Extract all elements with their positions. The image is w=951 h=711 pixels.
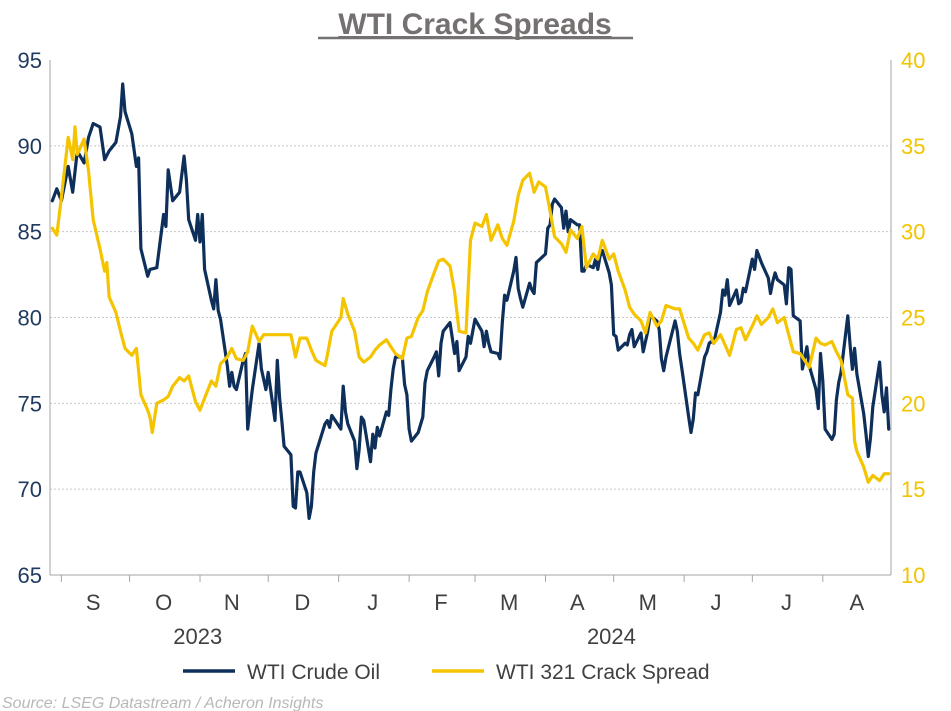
y-right-tick-label: 15 [901, 477, 925, 502]
x-year-label: 2024 [587, 624, 636, 649]
wti-crude-oil-line [50, 82, 891, 520]
series-lines [50, 82, 891, 520]
x-month-label: J [367, 590, 378, 615]
chart-title: WTI Crack Spreads [338, 8, 611, 41]
source-note: Source: LSEG Datastream / Acheron Insigh… [2, 695, 323, 711]
y-right-tick-label: 20 [901, 391, 925, 416]
x-month-label: J [781, 590, 792, 615]
x-month-label: M [639, 590, 657, 615]
x-month-label: D [294, 590, 310, 615]
y-right-tick-label: 10 [901, 563, 925, 588]
x-month-label: F [434, 590, 447, 615]
wti-321-crack-spread-line [50, 125, 891, 484]
x-month-label: O [155, 590, 172, 615]
x-month-label: S [86, 590, 101, 615]
y-left-tick-label: 75 [18, 391, 42, 416]
legend-label-wti-321-crack-spread: WTI 321 Crack Spread [496, 661, 710, 684]
x-year-label: 2023 [173, 624, 222, 649]
x-month-label: N [224, 590, 240, 615]
y-right-tick-label: 35 [901, 134, 925, 159]
y-right-tick-label: 25 [901, 306, 925, 331]
y-left-tick-label: 70 [18, 477, 42, 502]
y-right-tick-label: 30 [901, 220, 925, 245]
legend: WTI Crude Oil WTI 321 Crack Spread [183, 661, 710, 684]
y-left-tick-label: 65 [18, 563, 42, 588]
x-month-label: A [570, 590, 585, 615]
y-left-tick-label: 90 [18, 134, 42, 159]
axes: 65 70 75 80 85 90 95 10 15 20 25 30 35 40 S O N D J F M A M J J A… [18, 48, 926, 649]
x-month-label: J [710, 590, 721, 615]
x-month-label: A [850, 590, 865, 615]
y-left-tick-label: 85 [18, 220, 42, 245]
legend-label-wti-crude-oil: WTI Crude Oil [247, 661, 380, 684]
gridlines [50, 145, 891, 490]
y-left-tick-label: 80 [18, 306, 42, 331]
y-right-tick-label: 40 [901, 48, 925, 73]
x-month-label: M [500, 590, 518, 615]
y-left-tick-label: 95 [18, 48, 42, 73]
